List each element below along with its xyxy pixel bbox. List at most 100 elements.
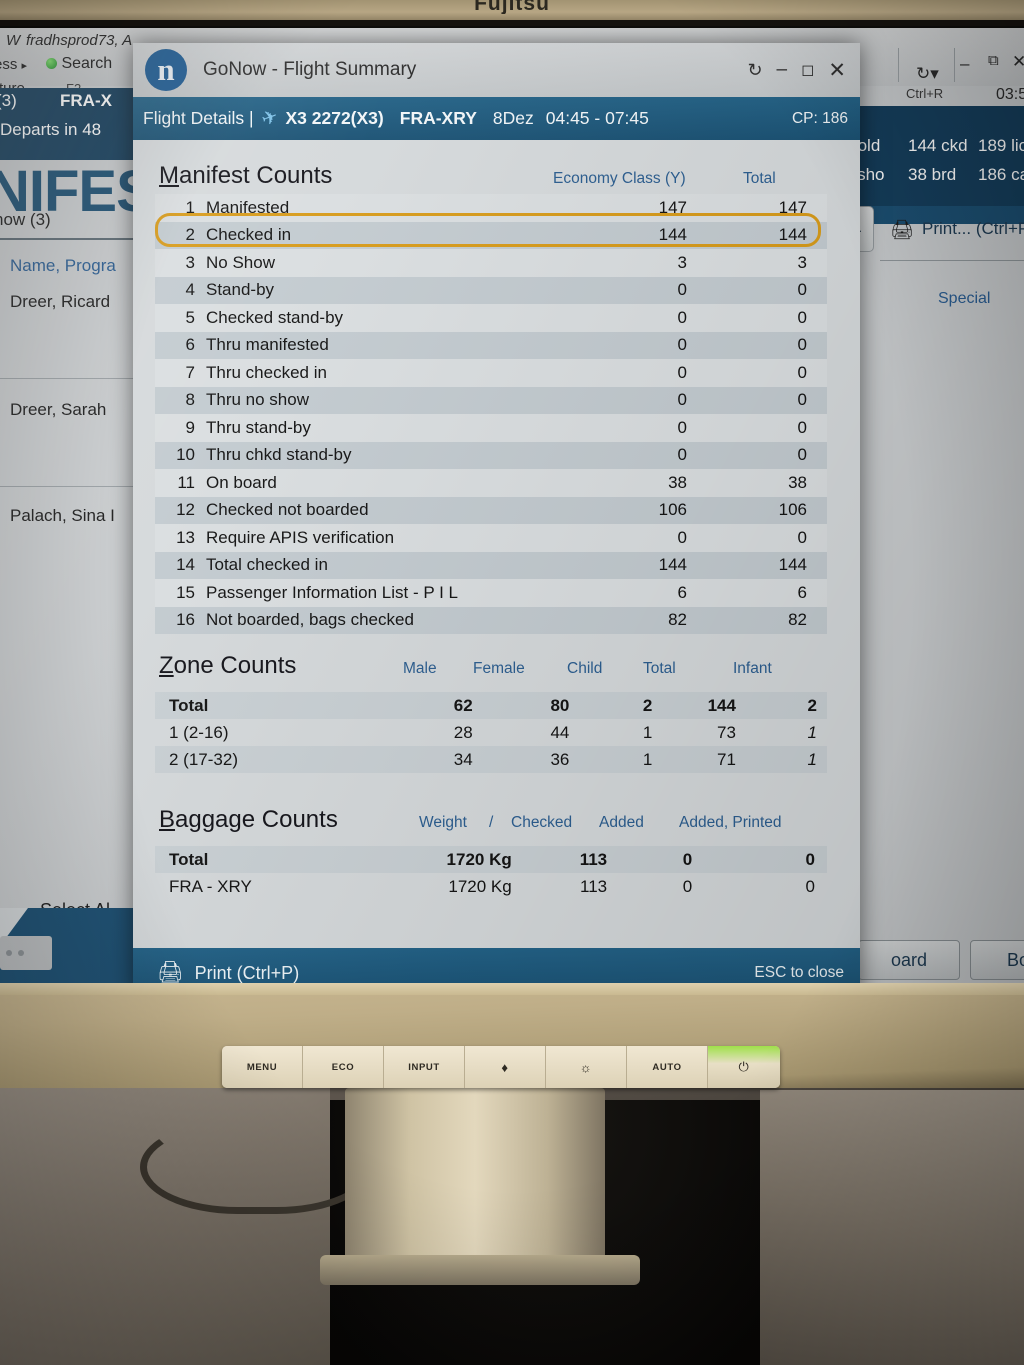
row-total: 38 (788, 472, 807, 492)
table-row[interactable]: 4 Stand-by 0 0 (155, 276, 827, 304)
row-economy: 0 (677, 280, 687, 300)
table-row[interactable]: 16 Not boarded, bags checked 82 82 (155, 606, 827, 634)
flight-date: 8Dez (492, 108, 534, 128)
bg-counter-lic: 189 lic (978, 136, 1024, 155)
bg-menu-access[interactable]: ess ▸ (0, 56, 28, 73)
zone-total: 144 (707, 695, 736, 715)
osd-button-auto[interactable]: AUTO (627, 1046, 708, 1088)
minimize-icon[interactable]: – (776, 59, 788, 80)
table-row[interactable]: 15 Passenger Information List - P I L 6 6 (155, 579, 827, 607)
table-row[interactable]: 11 On board 38 38 (155, 469, 827, 497)
monitor-osd-buttons[interactable]: MENU ECO INPUT ♦ ☼ AUTO ⏻ (222, 1046, 780, 1088)
row-economy: 0 (677, 527, 687, 547)
baggage-checked: 113 (580, 876, 608, 896)
osd-button-menu[interactable]: MENU (222, 1046, 303, 1088)
baggage-col-weight: Weight (419, 814, 467, 831)
dialog-titlebar[interactable]: n GoNow - Flight Summary ↻ – ◻ ✕ (133, 43, 860, 97)
bg-list-item-0[interactable]: Dreer, Ricard (10, 292, 111, 311)
bg-refresh-icon[interactable]: ↻▾ (916, 64, 939, 83)
osd-button-input[interactable]: INPUT (384, 1046, 465, 1088)
refresh-icon[interactable]: ↻ (747, 59, 763, 80)
table-row[interactable]: 1 Manifested 147 147 (155, 194, 827, 222)
bg-close-icon[interactable]: ✕ (1012, 52, 1024, 71)
bg-list-item-1[interactable]: Dreer, Sarah (10, 400, 107, 419)
bg-board-button-2[interactable]: Bo (970, 940, 1024, 980)
table-row[interactable]: 2 (17-32) 34 36 1 71 1 (155, 746, 827, 773)
bg-flight-route: FRA-X (60, 91, 112, 110)
bg-list-item-2[interactable]: Palach, Sina I (10, 506, 115, 525)
row-label: Manifested (206, 197, 290, 217)
manifest-counts-title: Manifest Counts (159, 162, 332, 190)
table-row[interactable]: 3 No Show 3 3 (155, 249, 827, 277)
bg-printer-icon[interactable]: 🖨 (890, 220, 915, 241)
bg-noshow-tab[interactable]: how (3) (0, 210, 51, 229)
monitor-top-bezel (0, 0, 1024, 22)
osd-button-eco[interactable]: ECO (303, 1046, 384, 1088)
table-row[interactable]: Total 62 80 2 144 2 (155, 692, 827, 719)
table-row[interactable]: 12 Checked not boarded 106 106 (155, 496, 827, 524)
table-row[interactable]: 14 Total checked in 144 144 (155, 551, 827, 579)
counter-surface-right (760, 1090, 1024, 1365)
osd-button-icon[interactable]: ☼ (546, 1046, 627, 1088)
bg-toolbar-divider-1 (898, 48, 899, 82)
print-button[interactable]: 🖨 Print (Ctrl+P) (133, 961, 299, 983)
zone-male: 28 (453, 722, 473, 742)
row-index: 4 (185, 280, 195, 300)
osd-button-icon[interactable]: ⏻ (708, 1046, 780, 1088)
table-row[interactable]: 6 Thru manifested 0 0 (155, 331, 827, 359)
manifest-title-rest: anifest Counts (179, 162, 333, 189)
row-total: 147 (778, 197, 807, 217)
bg-menu-w: W (6, 32, 21, 49)
table-row[interactable]: 7 Thru checked in 0 0 (155, 359, 827, 387)
table-row[interactable]: 13 Require APIS verification 0 0 (155, 524, 827, 552)
row-total: 106 (778, 500, 807, 520)
maximize-icon[interactable]: ◻ (801, 62, 815, 79)
row-label: Passenger Information List - P I L (206, 582, 458, 602)
table-row[interactable]: 9 Thru stand-by 0 0 (155, 414, 827, 442)
bg-maximize-icon[interactable]: ⧉ (988, 52, 999, 69)
row-index: 8 (185, 390, 195, 410)
baggage-col-added-printed: Added, Printed (679, 814, 782, 831)
bg-minimize-icon[interactable]: – (960, 54, 970, 73)
bg-special-label[interactable]: Special (938, 290, 991, 307)
row-index: 15 (176, 582, 195, 602)
zone-counts-title: Zone Counts (159, 652, 296, 680)
bg-tab-underline (0, 238, 133, 240)
bg-board-button-1[interactable]: oard (858, 940, 960, 980)
table-row[interactable]: 1 (2-16) 28 44 1 73 1 (155, 719, 827, 746)
baggage-added: 0 (682, 876, 693, 896)
baggage-weight: 1720 Kg (446, 849, 512, 869)
baggage-counts-title: Baggage Counts (159, 806, 338, 834)
row-label: Total checked in (206, 555, 328, 575)
table-row[interactable]: FRA - XRY 1720 Kg 113 0 0 (155, 873, 827, 900)
flight-cp-value: CP: 186 (791, 109, 848, 127)
bg-print-label[interactable]: Print... (Ctrl+P (922, 219, 1024, 238)
row-total: 0 (797, 307, 807, 327)
row-total: 82 (788, 610, 807, 630)
monitor-bezel-highlight (0, 983, 1024, 995)
zone-female: 36 (550, 749, 570, 769)
flight-details-label: Flight Details | (143, 108, 254, 128)
table-row[interactable]: 2 Checked in 144 144 (155, 221, 827, 249)
table-row[interactable]: 5 Checked stand-by 0 0 (155, 304, 827, 332)
row-economy: 0 (677, 307, 687, 327)
row-label: Checked in (206, 225, 292, 245)
row-total: 0 (797, 362, 807, 382)
bg-refresh-shortcut: Ctrl+R (906, 86, 944, 101)
zone-title-rest: one Counts (173, 652, 297, 679)
table-row[interactable]: Total 1720 Kg 113 0 0 (155, 846, 827, 873)
zone-counts-table: Total 62 80 2 144 2 1 (2-16) 28 44 1 73 1 2 (17-32) 3… (155, 692, 827, 773)
row-economy: 144 (658, 225, 687, 245)
close-icon[interactable]: ✕ (828, 58, 846, 82)
baggage-title-rest: aggage Counts (175, 806, 338, 833)
esc-to-close-hint: ESC to close (754, 964, 844, 981)
table-row[interactable]: 10 Thru chkd stand-by 0 0 (155, 441, 827, 469)
bg-column-header[interactable]: Name, Progra (10, 256, 116, 275)
bg-search-button[interactable]: Search (46, 55, 112, 73)
airplane-icon: ✈ (258, 105, 281, 132)
osd-button-icon[interactable]: ♦ (465, 1046, 546, 1088)
dialog-footer: 🖨 Print (Ctrl+P) ESC to close (133, 948, 860, 983)
baggage-counts-table: Total 1720 Kg 113 0 0 FRA - XRY 1720 Kg 113 0 0 (155, 846, 827, 900)
monitor-cable (140, 1120, 374, 1214)
table-row[interactable]: 8 Thru no show 0 0 (155, 386, 827, 414)
